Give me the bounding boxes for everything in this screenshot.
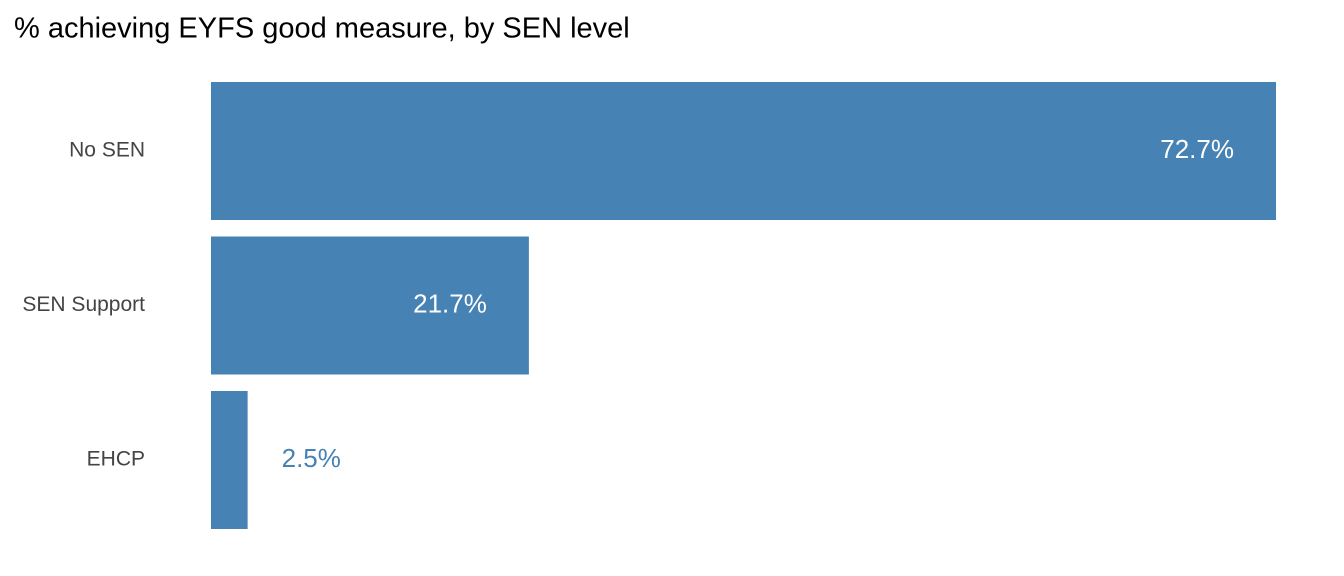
value-label: 72.7% [1160, 134, 1234, 164]
bar [211, 82, 1276, 220]
y-tick-label: SEN Support [22, 293, 145, 316]
bar [211, 391, 248, 529]
chart-title: % achieving EYFS good measure, by SEN le… [14, 13, 630, 45]
bar [211, 236, 529, 375]
y-tick-label: EHCP [87, 448, 145, 471]
y-tick-label: No SEN [69, 139, 145, 162]
value-label: 21.7% [413, 288, 487, 318]
value-label: 2.5% [282, 443, 341, 473]
